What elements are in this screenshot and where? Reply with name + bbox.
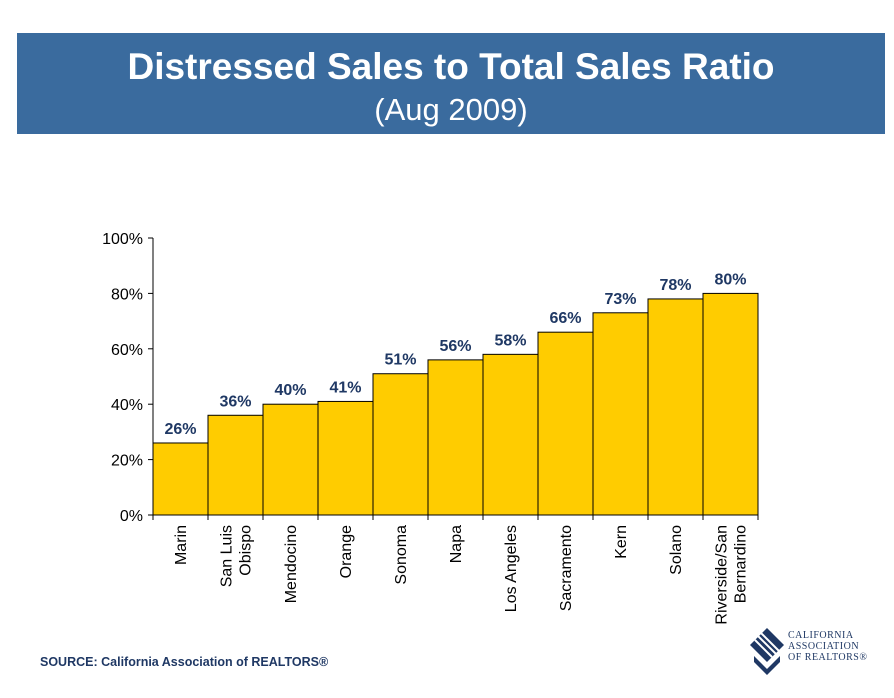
title-banner: Distressed Sales to Total Sales Ratio (A… [17, 33, 885, 134]
category-label: Solano [668, 525, 685, 575]
logo-line-1: CALIFORNIA [788, 630, 854, 641]
chart-subtitle: (Aug 2009) [374, 92, 528, 127]
bar [482, 353, 539, 516]
bar [372, 373, 429, 516]
bar [207, 414, 264, 516]
bar [317, 400, 374, 516]
y-tick-label: 20% [111, 453, 143, 470]
category-label: San Luis Obispo [219, 525, 255, 587]
y-tick-label: 80% [111, 286, 143, 303]
category-label: Mendocino [283, 525, 300, 603]
category-label: Marin [173, 525, 190, 565]
data-label: 36% [219, 393, 251, 410]
bar [702, 292, 759, 516]
logo-line-2: ASSOCIATION [788, 641, 860, 652]
data-label: 58% [494, 332, 526, 349]
category-label: Orange [338, 525, 355, 578]
data-label: 73% [604, 291, 636, 308]
logo-line-3: OF REALTORS® [788, 652, 868, 663]
category-label: Sonoma [393, 525, 410, 585]
source-note: SOURCE: California Association of REALTO… [40, 655, 329, 669]
car-logo: CALIFORNIA ASSOCIATION OF REALTORS® [748, 626, 870, 680]
car-logo-icon [750, 628, 784, 675]
bar [152, 442, 209, 516]
category-label: Napa [448, 525, 465, 563]
category-label: Riverside/San Bernardino [714, 525, 750, 625]
data-label: 66% [549, 310, 581, 327]
bar [427, 359, 484, 516]
y-tick-label: 60% [111, 342, 143, 359]
y-tick-label: 0% [120, 508, 143, 525]
logo-wordmark: CALIFORNIA ASSOCIATION OF REALTORS® [788, 630, 872, 663]
data-label: 78% [659, 277, 691, 294]
category-label: Los Angeles [503, 525, 520, 612]
data-label: 51% [384, 352, 416, 369]
y-tick-label: 40% [111, 397, 143, 414]
data-label: 40% [274, 382, 306, 399]
y-tick-label: 100% [102, 231, 143, 248]
data-label: 80% [714, 271, 746, 288]
bar [262, 403, 319, 516]
category-label: Sacramento [558, 525, 575, 611]
category-label: Kern [613, 525, 630, 559]
bar [647, 298, 704, 516]
data-label: 41% [329, 379, 361, 396]
bar [537, 331, 594, 516]
bar [592, 312, 649, 516]
data-label: 56% [439, 338, 471, 355]
chart-title: Distressed Sales to Total Sales Ratio [127, 46, 775, 87]
data-label: 26% [164, 421, 196, 438]
